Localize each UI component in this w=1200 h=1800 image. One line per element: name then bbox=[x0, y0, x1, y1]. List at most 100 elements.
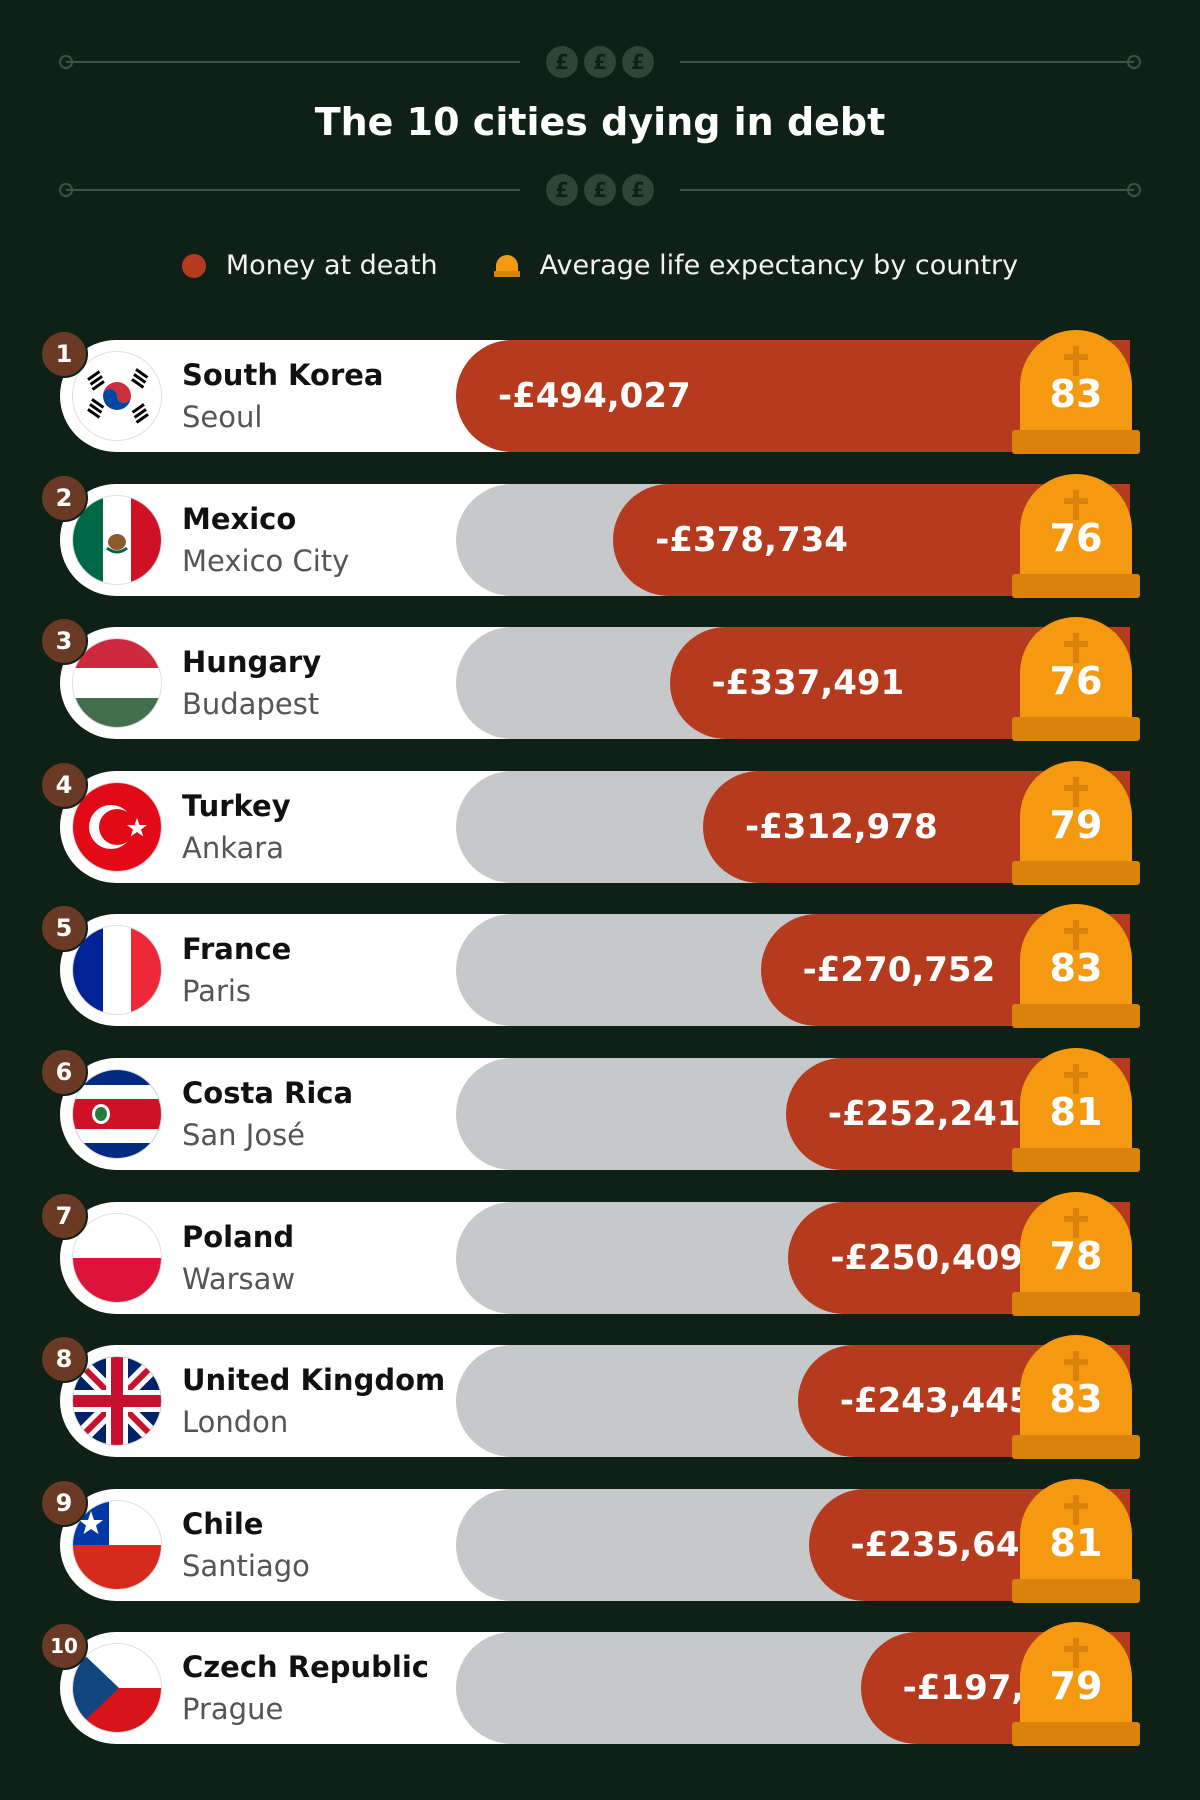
money-value-label: -£235,646 bbox=[850, 1525, 1044, 1565]
city-name: Paris bbox=[182, 974, 252, 1008]
ranking-row: -£378,734 Mexico Mexico City 76 2 bbox=[0, 474, 1200, 598]
country-name: South Korea bbox=[182, 358, 384, 392]
rank-badge: 9 bbox=[40, 1479, 88, 1527]
flag-mexico-icon bbox=[72, 495, 162, 585]
cross-icon bbox=[1064, 1351, 1088, 1381]
legend-dot-icon bbox=[181, 253, 206, 278]
ranking-row: -£235,646 Chile Santiago 81 9 bbox=[0, 1479, 1200, 1603]
city-name: San José bbox=[182, 1118, 306, 1152]
coin-icon: £ bbox=[546, 174, 578, 206]
chart-title: The 10 cities dying in debt bbox=[314, 100, 886, 144]
ranking-row: -£494,027 South Korea Seoul 83 1 bbox=[0, 330, 1200, 454]
tombstone-base bbox=[1012, 1148, 1140, 1172]
cross-icon bbox=[1064, 1638, 1088, 1668]
life-expectancy-value: 83 bbox=[1049, 372, 1103, 416]
cross-icon bbox=[1064, 1495, 1088, 1525]
flag-south-korea-icon bbox=[72, 351, 162, 441]
life-expectancy-value: 78 bbox=[1049, 1234, 1103, 1278]
country-name: Czech Republic bbox=[182, 1650, 429, 1684]
money-value-label: -£312,978 bbox=[745, 807, 938, 847]
flag-turkey-icon bbox=[72, 782, 162, 872]
ranking-row: -£337,491 Hungary Budapest 76 3 bbox=[0, 617, 1200, 741]
coin-icon: £ bbox=[584, 46, 616, 78]
legend-item-money: Money at death bbox=[181, 250, 438, 281]
flag-united-kingdom-icon bbox=[72, 1356, 162, 1446]
tombstone-base bbox=[1012, 1435, 1140, 1459]
rank-badge: 6 bbox=[40, 1048, 88, 1096]
coin-icon: £ bbox=[622, 174, 654, 206]
tombstone-base bbox=[1012, 430, 1140, 454]
life-expectancy-value: 79 bbox=[1049, 1664, 1103, 1708]
ranking-row: -£197,429 Czech Republic Prague 79 10 bbox=[0, 1622, 1200, 1746]
life-expectancy-value: 81 bbox=[1049, 1521, 1103, 1565]
cross-icon bbox=[1064, 490, 1088, 520]
svg-text:£: £ bbox=[631, 50, 645, 74]
rank-badge: 3 bbox=[40, 617, 88, 665]
country-name: France bbox=[182, 932, 292, 966]
cross-icon bbox=[1064, 346, 1088, 376]
city-name: Santiago bbox=[182, 1549, 310, 1583]
money-value-label: -£250,409 bbox=[830, 1238, 1023, 1278]
tombstone-base bbox=[1012, 1722, 1140, 1746]
coin-icon: £ bbox=[622, 46, 654, 78]
city-name: Prague bbox=[182, 1692, 284, 1726]
cross-icon bbox=[1064, 633, 1088, 663]
top-divider: £ £ £ bbox=[0, 42, 1200, 82]
svg-text:£: £ bbox=[555, 178, 569, 202]
tombstone-base bbox=[1012, 717, 1140, 741]
cross-icon bbox=[1064, 1064, 1088, 1094]
coin-icon: £ bbox=[584, 174, 616, 206]
svg-text:£: £ bbox=[631, 178, 645, 202]
bottom-divider: £ £ £ bbox=[0, 170, 1200, 210]
svg-text:£: £ bbox=[593, 50, 607, 74]
ranking-row: -£250,409 Poland Warsaw 78 7 bbox=[0, 1192, 1200, 1316]
money-value-label: -£243,445 bbox=[839, 1381, 1033, 1421]
ranking-row: -£252,241 Costa Rica San José 81 6 bbox=[0, 1048, 1200, 1172]
life-expectancy-value: 76 bbox=[1049, 516, 1103, 560]
city-name: Warsaw bbox=[182, 1262, 296, 1296]
tombstone-icon bbox=[493, 254, 520, 277]
country-name: Poland bbox=[182, 1220, 295, 1254]
country-name: Mexico bbox=[182, 502, 297, 536]
tombstone-base bbox=[1012, 861, 1140, 885]
country-name: Chile bbox=[182, 1507, 264, 1541]
ranking-row: -£270,752 France Paris 83 5 bbox=[0, 904, 1200, 1028]
money-value-label: -£337,491 bbox=[711, 663, 905, 703]
life-expectancy-value: 79 bbox=[1049, 803, 1103, 847]
legend-item-life: Average life expectancy by country bbox=[493, 250, 1019, 281]
tombstone-base bbox=[1012, 1579, 1140, 1603]
life-expectancy-value: 83 bbox=[1049, 1377, 1103, 1421]
cross-icon bbox=[1064, 920, 1088, 950]
tombstone-base bbox=[1012, 1292, 1140, 1316]
country-name: Turkey bbox=[182, 789, 291, 823]
cross-icon bbox=[1064, 1208, 1088, 1238]
city-name: Mexico City bbox=[182, 544, 350, 578]
money-value-label: -£270,752 bbox=[802, 950, 996, 990]
coin-icon: £ bbox=[546, 46, 578, 78]
ranking-row: -£312,978 Turkey Ankara 79 4 bbox=[0, 761, 1200, 885]
country-name: Costa Rica bbox=[182, 1076, 354, 1110]
city-name: Budapest bbox=[182, 687, 320, 721]
svg-text:£: £ bbox=[593, 178, 607, 202]
rank-badge: 2 bbox=[40, 474, 88, 522]
rank-badge: 10 bbox=[40, 1622, 88, 1670]
life-expectancy-value: 83 bbox=[1049, 946, 1103, 990]
flag-costa-rica-icon bbox=[72, 1069, 162, 1159]
money-value-label: -£494,027 bbox=[498, 376, 691, 416]
country-name: United Kingdom bbox=[182, 1363, 446, 1397]
tombstone-base bbox=[1012, 574, 1140, 598]
legend: Money at death Average life expectancy b… bbox=[0, 250, 1200, 281]
tombstone-base bbox=[1012, 1004, 1140, 1028]
city-name: Ankara bbox=[182, 831, 284, 865]
life-expectancy-value: 81 bbox=[1049, 1090, 1103, 1134]
money-value-label: -£378,734 bbox=[655, 520, 848, 560]
rank-badge: 7 bbox=[40, 1192, 88, 1240]
svg-text:£: £ bbox=[555, 50, 569, 74]
money-value-label: -£252,241 bbox=[827, 1094, 1021, 1134]
rank-badge: 8 bbox=[40, 1335, 88, 1383]
life-expectancy-value: 76 bbox=[1049, 659, 1103, 703]
legend-label: Average life expectancy by country bbox=[539, 250, 1019, 281]
ranking-row: -£243,445 United Kingdom London 83 8 bbox=[0, 1335, 1200, 1459]
cross-icon bbox=[1064, 777, 1088, 807]
legend-label: Money at death bbox=[225, 250, 438, 281]
